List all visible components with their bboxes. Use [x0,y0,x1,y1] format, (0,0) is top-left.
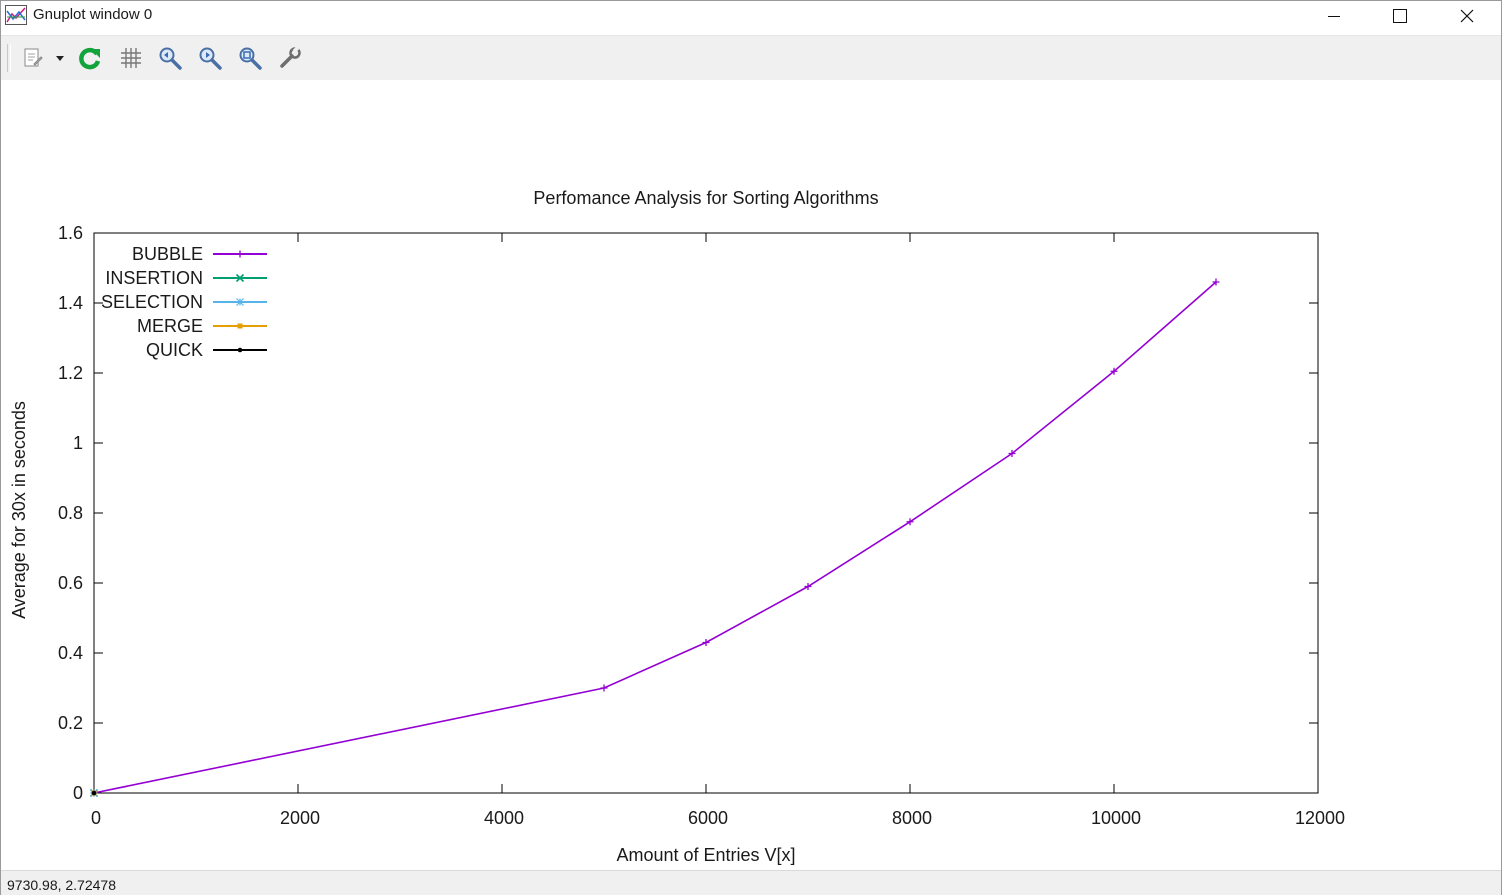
x-tick-label: 10000 [1091,808,1141,828]
window-title: Gnuplot window 0 [33,6,153,23]
grid-icon [121,48,141,68]
maximize-icon [1393,9,1407,23]
legend-label: SELECTION [101,292,203,312]
series-lines [89,278,1220,798]
legend-label: BUBBLE [132,244,203,264]
legend-marker [237,347,243,353]
y-tick-label: 1.6 [58,223,83,243]
autoscale-button[interactable] [235,43,265,73]
options-button[interactable] [275,43,305,73]
data-point-bubble [1110,367,1118,375]
title-bar[interactable]: Gnuplot window 0 [1,1,1501,31]
legend-label: INSERTION [105,268,203,288]
y-tick-label: 0 [73,783,83,803]
data-point-bubble [1008,450,1016,457]
previous-zoom-button[interactable] [155,43,185,73]
toolbar-grip[interactable] [7,44,11,72]
legend-item-bubble: BUBBLE [132,244,267,264]
minimize-button[interactable] [1301,1,1367,31]
legend-marker [236,298,244,306]
data-point-bubble [804,583,812,590]
legend-marker [235,273,245,283]
copy-to-clipboard-button[interactable] [17,43,47,73]
data-point-bubble [600,684,608,692]
close-icon [1460,9,1474,23]
status-bar: 9730.98, 2.72478 [1,870,1501,895]
legend-item-quick: QUICK [146,340,267,360]
toggle-grid-button[interactable] [115,43,145,73]
clipboard-icon [24,48,43,67]
axis-ticks: 0 2000 4000 6000 8000 10000 12000 0 0.2 0.4 0.6 0.8… [58,223,1345,828]
y-tick-label: 1.4 [58,293,83,313]
legend-item-merge: MERGE [137,316,267,336]
y-tick-label: 0.2 [58,713,83,733]
zoom-autoscale-icon [239,47,262,70]
toolbar [1,35,1501,81]
x-tick-label: 6000 [688,808,728,828]
data-point-quick [91,790,97,796]
x-tick-label: 0 [91,808,101,828]
next-zoom-button[interactable] [195,43,225,73]
data-point-bubble [1212,278,1220,286]
plot-border [93,232,1319,794]
series-bubble [90,278,1220,797]
x-tick-label: 4000 [484,808,524,828]
close-button[interactable] [1434,1,1500,31]
wrench-icon [280,46,301,68]
legend-label: MERGE [137,316,203,336]
chevron-down-icon [56,56,64,61]
series-line-bubble [93,281,1217,794]
zoom-previous-icon [159,47,182,70]
chart-title: Perfomance Analysis for Sorting Algorith… [533,188,878,208]
y-tick-label: 0.6 [58,573,83,593]
x-tick-label: 8000 [892,808,932,828]
y-tick-label: 1 [73,433,83,453]
legend-item-insertion: INSERTION [105,268,267,288]
minimize-icon [1328,16,1340,17]
legend-item-selection: SELECTION [101,292,267,312]
refresh-icon [79,47,101,70]
zoom-next-icon [199,47,222,70]
series-quick [91,790,97,796]
gnuplot-app-icon [5,5,27,25]
y-axis-label: Average for 30x in seconds [9,401,29,619]
legend-marker [237,323,243,329]
data-point-bubble [906,518,914,526]
plot-area[interactable]: Perfomance Analysis for Sorting Algorith… [1,80,1501,870]
x-tick-label: 2000 [280,808,320,828]
x-tick-label: 12000 [1295,808,1345,828]
y-tick-label: 1.2 [58,363,83,383]
cursor-coordinates: 9730.98, 2.72478 [7,877,116,893]
y-tick-label: 0.8 [58,503,83,523]
performance-chart[interactable]: Perfomance Analysis for Sorting Algorith… [1,80,1501,870]
maximize-button[interactable] [1367,1,1433,31]
y-tick-label: 0.4 [58,643,83,663]
legend-label: QUICK [146,340,203,360]
replot-button[interactable] [75,43,105,73]
copy-options-dropdown[interactable] [49,43,71,73]
legend: BUBBLE INSERTION SELECTION MERGE QUICK [101,244,267,360]
x-axis-label: Amount of Entries V[x] [616,845,795,865]
data-point-bubble [702,639,710,646]
legend-marker [236,250,244,258]
